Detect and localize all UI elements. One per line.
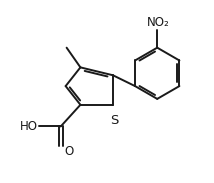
Text: O: O <box>65 145 74 158</box>
Text: S: S <box>110 114 118 127</box>
Text: NO₂: NO₂ <box>147 16 169 29</box>
Text: HO: HO <box>20 120 38 133</box>
